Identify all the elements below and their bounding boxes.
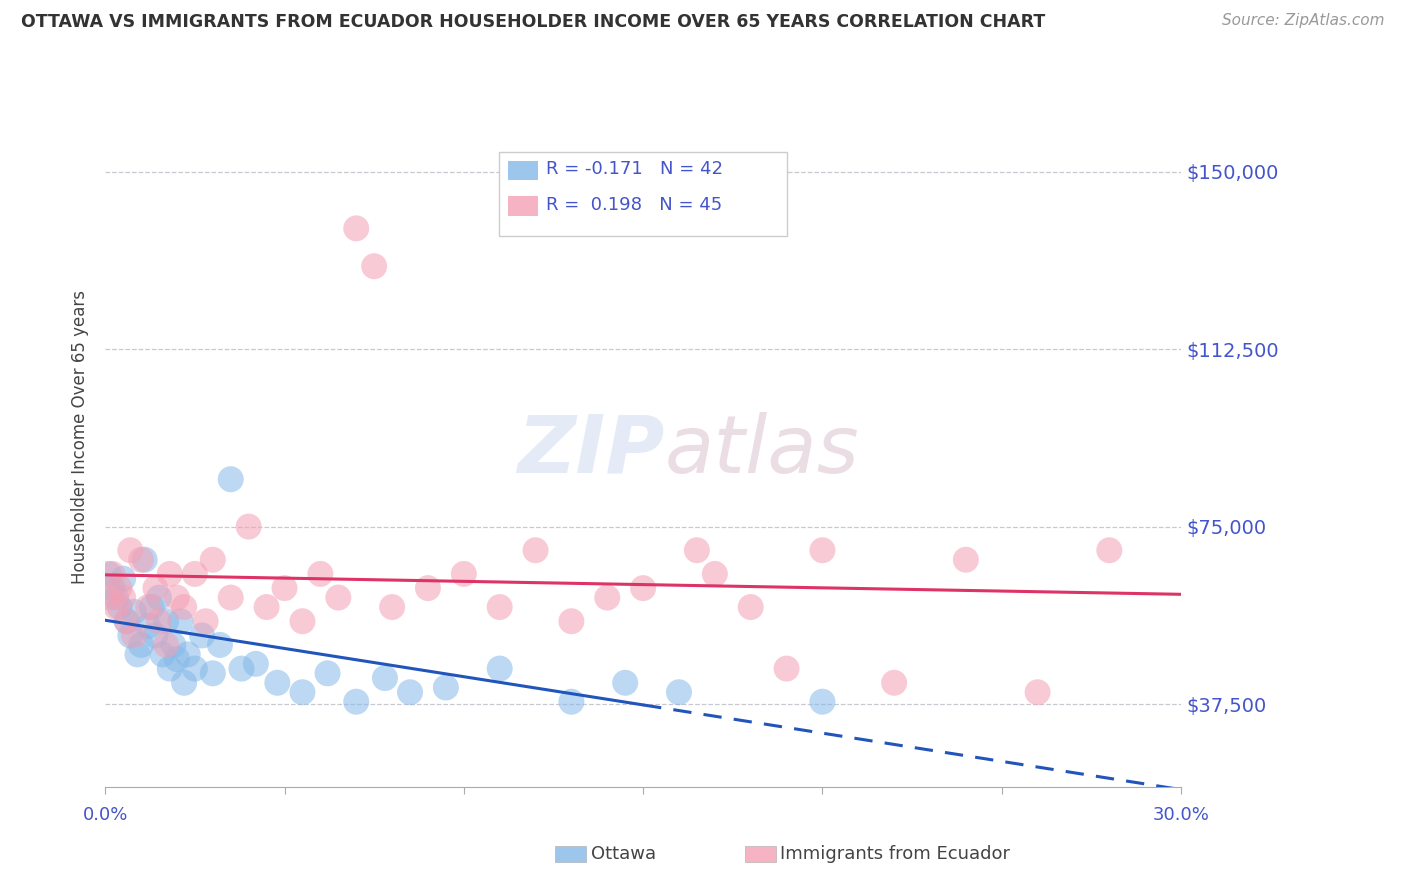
Point	[97, 591, 120, 605]
Text: OTTAWA VS IMMIGRANTS FROM ECUADOR HOUSEHOLDER INCOME OVER 65 YEARS CORRELATION C: OTTAWA VS IMMIGRANTS FROM ECUADOR HOUSEH…	[21, 13, 1045, 31]
Point	[112, 591, 135, 605]
Point	[1026, 685, 1049, 699]
Point	[668, 685, 690, 699]
Point	[560, 695, 582, 709]
Point	[740, 600, 762, 615]
Text: ZIP: ZIP	[517, 411, 665, 490]
Point	[101, 566, 124, 581]
Point	[115, 614, 138, 628]
Point	[162, 638, 184, 652]
Point	[201, 666, 224, 681]
Point	[399, 685, 422, 699]
Point	[316, 666, 339, 681]
Point	[363, 259, 385, 273]
Point	[686, 543, 709, 558]
Point	[152, 648, 174, 662]
Text: 0.0%: 0.0%	[83, 805, 128, 824]
Point	[434, 681, 457, 695]
Text: Source: ZipAtlas.com: Source: ZipAtlas.com	[1222, 13, 1385, 29]
Point	[614, 675, 637, 690]
Point	[173, 675, 195, 690]
Point	[136, 600, 159, 615]
Point	[374, 671, 396, 685]
Text: Ottawa: Ottawa	[591, 845, 655, 863]
Point	[120, 543, 142, 558]
Point	[208, 638, 231, 652]
Text: R = -0.171   N = 42: R = -0.171 N = 42	[546, 161, 723, 178]
Point	[524, 543, 547, 558]
Point	[145, 581, 167, 595]
Point	[184, 662, 207, 676]
Point	[166, 591, 188, 605]
Point	[145, 628, 167, 642]
Point	[159, 566, 181, 581]
Point	[129, 638, 152, 652]
Point	[381, 600, 404, 615]
Point	[703, 566, 725, 581]
Point	[122, 628, 145, 642]
Text: atlas: atlas	[665, 411, 859, 490]
Point	[97, 566, 120, 581]
Text: 30.0%: 30.0%	[1153, 805, 1209, 824]
Point	[416, 581, 439, 595]
Point	[231, 662, 253, 676]
Point	[560, 614, 582, 628]
Point	[176, 648, 198, 662]
Point	[631, 581, 654, 595]
Point	[120, 628, 142, 642]
Point	[148, 614, 170, 628]
Point	[104, 600, 127, 615]
Point	[115, 614, 138, 628]
Point	[166, 652, 188, 666]
Point	[256, 600, 278, 615]
Point	[883, 675, 905, 690]
Point	[148, 591, 170, 605]
Text: Immigrants from Ecuador: Immigrants from Ecuador	[780, 845, 1011, 863]
Point	[955, 552, 977, 566]
Point	[191, 628, 214, 642]
Point	[122, 605, 145, 619]
Point	[104, 591, 127, 605]
Point	[108, 581, 131, 595]
Point	[488, 662, 510, 676]
Point	[219, 472, 242, 486]
Point	[1098, 543, 1121, 558]
Point	[155, 614, 177, 628]
Point	[291, 614, 314, 628]
Point	[273, 581, 295, 595]
Point	[344, 221, 367, 235]
Point	[811, 543, 834, 558]
Point	[134, 552, 156, 566]
Point	[101, 581, 124, 595]
Point	[127, 648, 149, 662]
Point	[169, 614, 191, 628]
Point	[159, 662, 181, 676]
Point	[155, 638, 177, 652]
Point	[112, 572, 135, 586]
Point	[136, 619, 159, 633]
Y-axis label: Householder Income Over 65 years: Householder Income Over 65 years	[72, 290, 89, 583]
Point	[453, 566, 475, 581]
Point	[194, 614, 217, 628]
Point	[108, 600, 131, 615]
Point	[201, 552, 224, 566]
Point	[488, 600, 510, 615]
Point	[309, 566, 332, 581]
Point	[238, 519, 260, 533]
Point	[141, 600, 163, 615]
Point	[775, 662, 797, 676]
Point	[173, 600, 195, 615]
Point	[266, 675, 288, 690]
Point	[596, 591, 619, 605]
Point	[219, 591, 242, 605]
Point	[245, 657, 267, 671]
Point	[811, 695, 834, 709]
Text: R =  0.198   N = 45: R = 0.198 N = 45	[546, 196, 721, 214]
Point	[344, 695, 367, 709]
Point	[129, 552, 152, 566]
Point	[184, 566, 207, 581]
Point	[291, 685, 314, 699]
Point	[328, 591, 350, 605]
